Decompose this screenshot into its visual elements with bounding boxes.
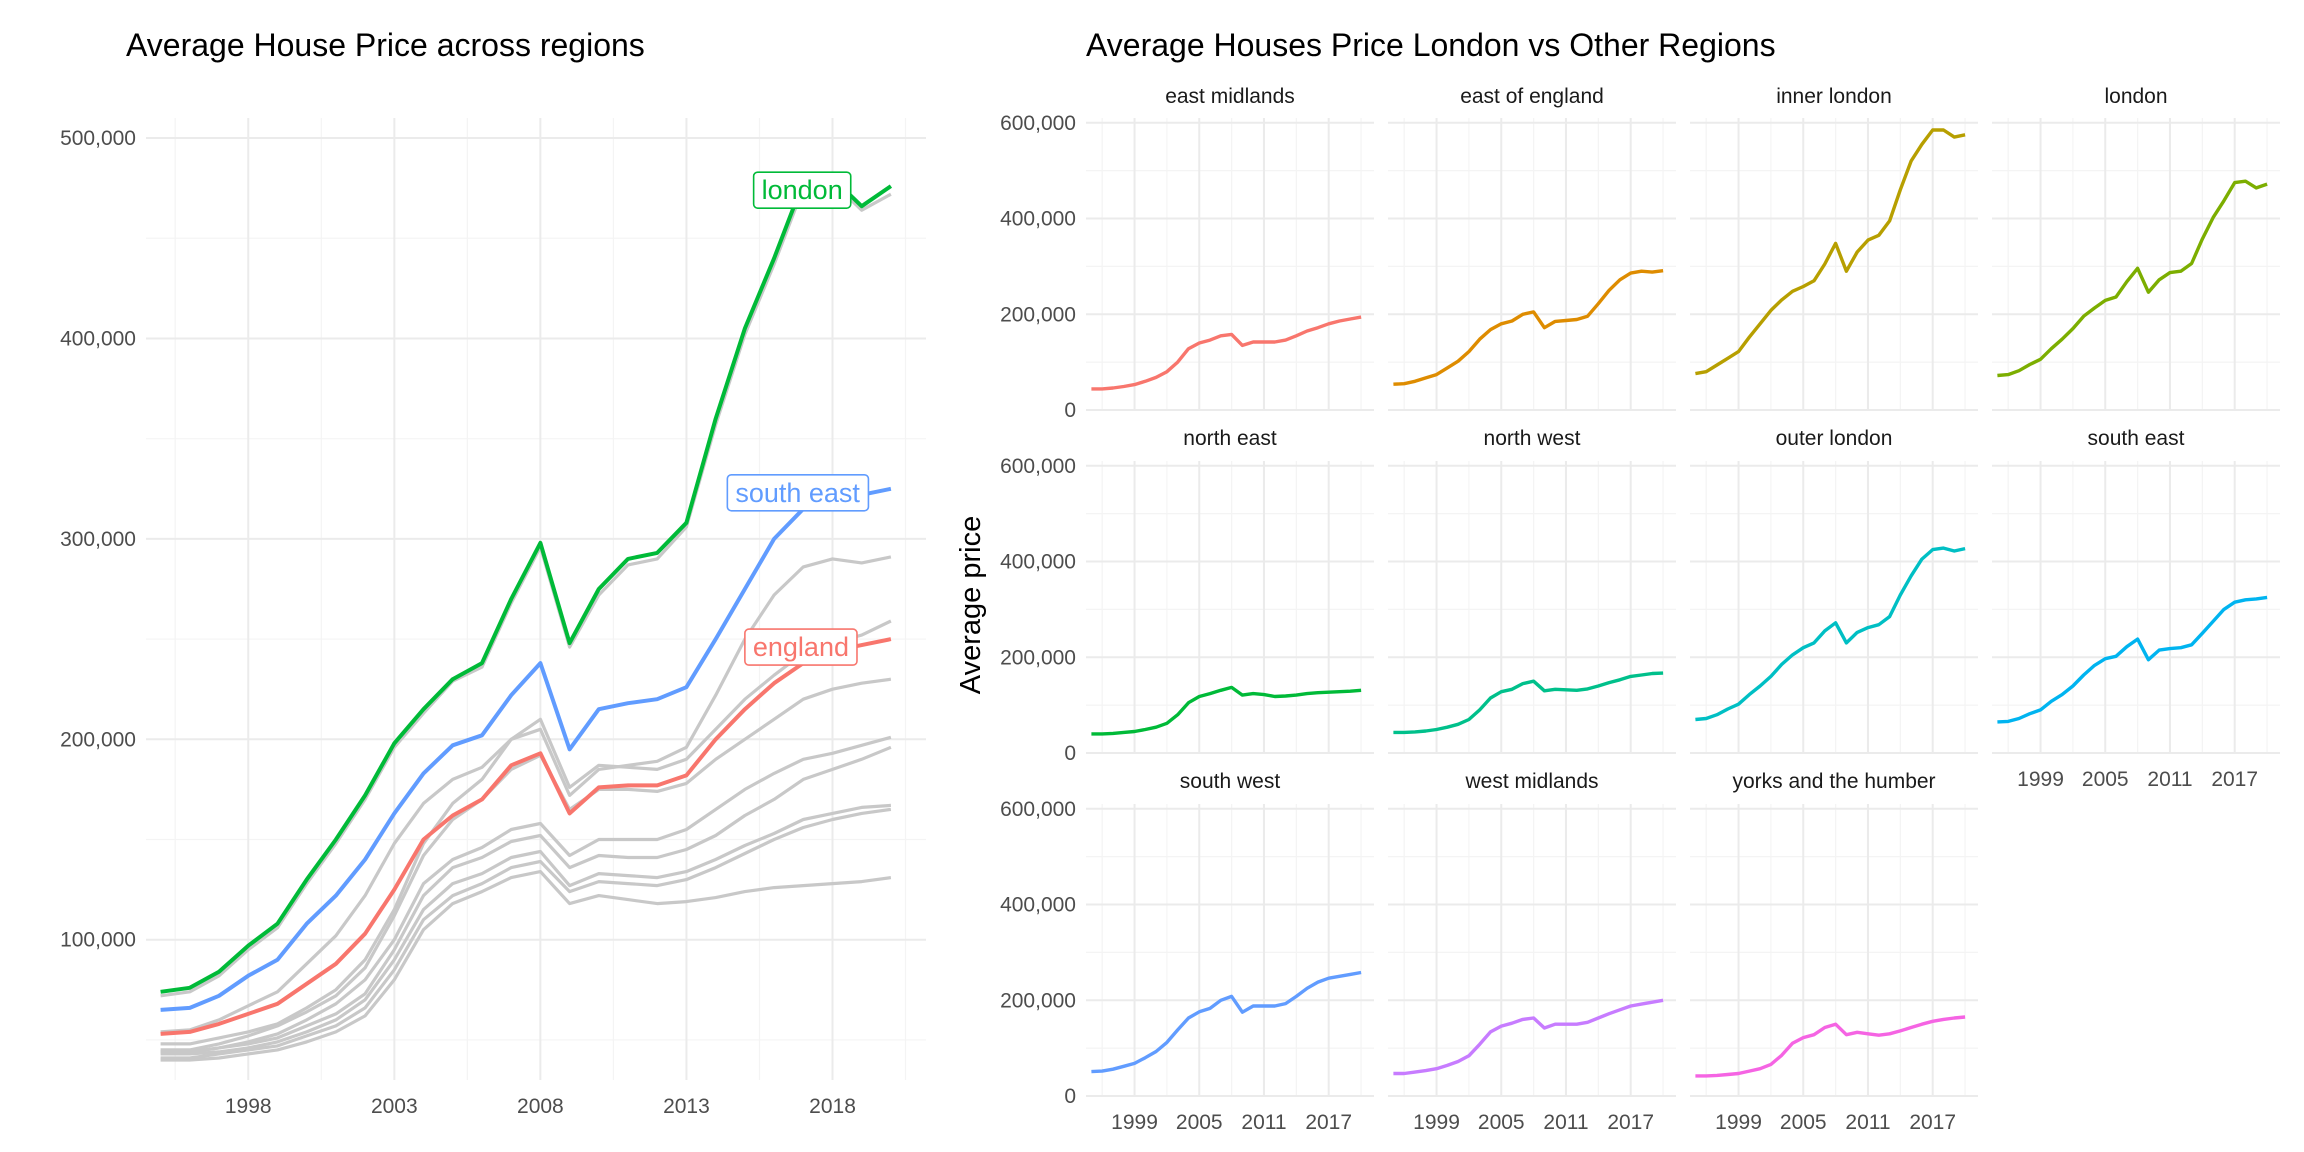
facet-panel-north-east: north east 0 200,000 400,000 600,000 bbox=[1000, 427, 1374, 765]
left-series-line-london bbox=[160, 176, 893, 994]
series-label-box bbox=[744, 628, 858, 666]
facet-y-tick-label: 0 bbox=[1064, 399, 1076, 422]
left-chart-panel: 100,000 200,000 300,000 400,000 500,000 1998 2… bbox=[60, 118, 926, 1118]
series-label-text: london bbox=[762, 175, 843, 205]
facet-series-line bbox=[1997, 595, 2268, 724]
facet-series-line bbox=[1695, 1015, 1966, 1078]
left-x-tick-label: 2013 bbox=[663, 1095, 710, 1118]
facet-strip-label: west midlands bbox=[1464, 770, 1598, 793]
series-label-box bbox=[726, 473, 870, 512]
facet-series-line bbox=[1091, 685, 1362, 736]
facet-strip-label: inner london bbox=[1776, 85, 1892, 108]
facet-y-tick-label: 600,000 bbox=[1000, 112, 1076, 135]
facet-panel-yorks-and-the-humber: yorks and the humber 1999 2005 2011 2017 bbox=[1690, 770, 1978, 1134]
facet-x-tick-label: 1999 bbox=[2017, 768, 2064, 791]
facet-x-tick-label: 2005 bbox=[1478, 1111, 1525, 1134]
facet-series-line bbox=[1091, 970, 1362, 1074]
left-background-series-line bbox=[160, 555, 892, 1034]
facet-panel-london: london bbox=[1992, 85, 2280, 411]
facet-x-tick-label: 2011 bbox=[1241, 1111, 1286, 1134]
series-label-box bbox=[752, 171, 852, 209]
facet-y-tick-label: 0 bbox=[1064, 1085, 1076, 1108]
facet-x-tick-label: 2017 bbox=[1305, 1111, 1352, 1134]
facet-panel-outer-london: outer london bbox=[1690, 427, 1978, 754]
facet-panel-inner-london: inner london bbox=[1690, 85, 1978, 411]
facet-x-tick-label: 2017 bbox=[2211, 768, 2258, 791]
left-series-line-england bbox=[160, 637, 892, 1036]
left-x-tick-label: 2003 bbox=[371, 1095, 418, 1118]
left-series-label-england: england bbox=[744, 628, 858, 666]
facet-x-tick-label: 2017 bbox=[1909, 1111, 1956, 1134]
facet-strip-label: north west bbox=[1484, 427, 1581, 450]
left-background-series-line bbox=[160, 807, 892, 1060]
facet-x-tick-label: 2017 bbox=[1607, 1111, 1654, 1134]
left-x-tick-label: 2008 bbox=[517, 1095, 564, 1118]
left-y-tick-label: 500,000 bbox=[60, 127, 136, 150]
facet-x-tick-label: 1999 bbox=[1413, 1111, 1460, 1134]
left-series-label-london: london bbox=[752, 171, 852, 209]
facet-strip-label: east of england bbox=[1460, 85, 1604, 108]
facet-x-tick-label: 1999 bbox=[1111, 1111, 1158, 1134]
left-series-label-south-east: south east bbox=[726, 473, 870, 512]
right-chart-ylabel: Average price bbox=[955, 516, 987, 694]
left-y-tick-label: 200,000 bbox=[60, 728, 136, 751]
facet-panel-east-of-england: east of england bbox=[1388, 85, 1676, 411]
series-label-text: england bbox=[753, 632, 849, 662]
facet-x-tick-label: 2011 bbox=[2147, 768, 2192, 791]
facet-panel-north-west: north west bbox=[1388, 427, 1676, 754]
facet-strip-label: outer london bbox=[1776, 427, 1893, 450]
left-y-tick-label: 100,000 bbox=[60, 929, 136, 952]
left-background-series-line bbox=[160, 745, 892, 1054]
left-background-series-line bbox=[160, 677, 892, 1052]
left-series-line-south-east bbox=[160, 486, 892, 1012]
facet-series-line bbox=[1695, 546, 1966, 722]
facet-strip-label: south west bbox=[1180, 770, 1281, 793]
series-label-text: south east bbox=[735, 478, 860, 508]
left-x-tick-label: 2018 bbox=[809, 1095, 856, 1118]
left-chart-title: Average House Price across regions bbox=[126, 27, 645, 63]
facet-y-tick-label: 600,000 bbox=[1000, 455, 1076, 478]
facet-series-line bbox=[1393, 671, 1664, 735]
facet-strip-label: london bbox=[2104, 85, 2167, 108]
facet-panel-east-midlands: east midlands 0 200,000 400,000 600,000 bbox=[1000, 85, 1374, 422]
facet-x-tick-label: 2005 bbox=[2082, 768, 2129, 791]
facet-strip-label: south east bbox=[2088, 427, 2185, 450]
facet-y-tick-label: 400,000 bbox=[1000, 894, 1076, 917]
facet-y-tick-label: 600,000 bbox=[1000, 798, 1076, 821]
facet-y-tick-label: 400,000 bbox=[1000, 208, 1076, 231]
facet-strip-label: east midlands bbox=[1165, 85, 1295, 108]
right-chart-title: Average Houses Price London vs Other Reg… bbox=[1086, 27, 1776, 63]
facet-y-tick-label: 200,000 bbox=[1000, 989, 1076, 1012]
facet-y-tick-label: 200,000 bbox=[1000, 646, 1076, 669]
facet-x-tick-label: 2011 bbox=[1845, 1111, 1890, 1134]
facet-y-tick-label: 0 bbox=[1064, 742, 1076, 765]
facet-series-line bbox=[1695, 128, 1966, 376]
facet-series-line bbox=[1393, 998, 1664, 1076]
facet-x-tick-label: 2005 bbox=[1780, 1111, 1827, 1134]
facet-x-tick-label: 1999 bbox=[1715, 1111, 1762, 1134]
facet-panel-west-midlands: west midlands 1999 2005 2011 2017 bbox=[1388, 770, 1676, 1134]
right-chart-facets: east midlands0200,000400,000600,000east … bbox=[1000, 85, 2280, 1134]
left-y-tick-label: 300,000 bbox=[60, 528, 136, 551]
left-background-series-line bbox=[160, 735, 892, 1054]
left-background-series-line bbox=[160, 619, 892, 1046]
facet-x-tick-label: 2011 bbox=[1543, 1111, 1588, 1134]
left-y-tick-label: 400,000 bbox=[60, 327, 136, 350]
left-x-tick-label: 1998 bbox=[225, 1095, 272, 1118]
facet-strip-label: north east bbox=[1183, 427, 1277, 450]
facet-series-line bbox=[1997, 179, 2268, 378]
facet-series-line bbox=[1393, 269, 1664, 386]
left-background-series-line bbox=[160, 803, 892, 1056]
left-background-series-line bbox=[160, 870, 892, 1062]
facet-series-line bbox=[1091, 315, 1362, 391]
facet-strip-label: yorks and the humber bbox=[1732, 770, 1935, 793]
facet-y-tick-label: 200,000 bbox=[1000, 303, 1076, 326]
facet-panel-south-east: south east 1999 2005 2011 2017 bbox=[1992, 427, 2280, 791]
facet-x-tick-label: 2005 bbox=[1176, 1111, 1223, 1134]
facet-panel-south-west: south west 0 200,000 400,000 600,000 1999 2005… bbox=[1000, 770, 1374, 1134]
facet-y-tick-label: 400,000 bbox=[1000, 551, 1076, 574]
